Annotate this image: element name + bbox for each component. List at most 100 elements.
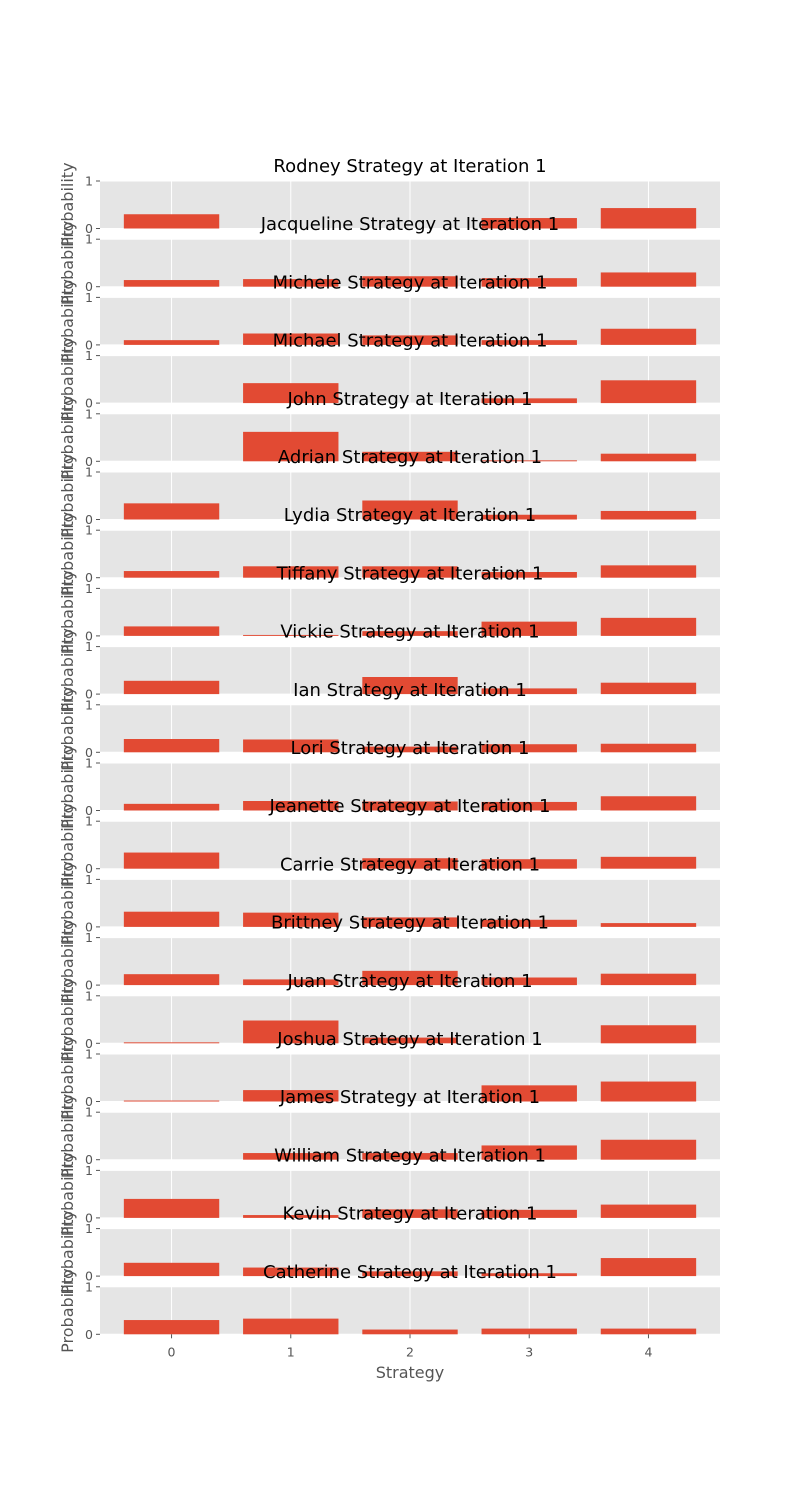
subplot-title: Juan Strategy at Iteration 1 [286, 971, 532, 992]
subplot-title: William Strategy at Iteration 1 [274, 1145, 546, 1166]
bar-2 [362, 1271, 458, 1277]
subplot-title: James Strategy at Iteration 1 [279, 1087, 540, 1108]
y-tick-label: 1 [85, 581, 93, 596]
subplots: 01Probability01Probability01Probability0… [58, 162, 720, 1353]
bar-1 [243, 1215, 339, 1218]
bar-0 [123, 1042, 220, 1044]
y-tick-label: 1 [85, 930, 93, 945]
y-tick-label: 1 [85, 988, 93, 1003]
y-tick-label: 1 [85, 1279, 93, 1294]
y-tick-label: 1 [85, 232, 93, 247]
bar-0 [123, 503, 220, 520]
y-tick-label: 0 [85, 279, 93, 294]
y-axis-label: Probability [58, 1094, 77, 1179]
bar-0 [123, 626, 220, 636]
bar-3 [481, 859, 577, 869]
x-tick-label: 3 [525, 1344, 533, 1359]
bar-3 [481, 218, 577, 229]
subplot-title: Catherine Strategy at Iteration 1 [263, 1262, 557, 1283]
bar-4 [600, 1328, 697, 1335]
bar-4 [600, 1081, 697, 1102]
subplot-title: John Strategy at Iteration 1 [286, 389, 532, 410]
bar-0 [123, 340, 220, 345]
y-tick-label: 0 [85, 687, 93, 702]
subplot-title: Lydia Strategy at Iteration 1 [284, 505, 536, 526]
bar-1 [243, 1153, 339, 1160]
bar-4 [600, 328, 697, 345]
y-axis-label: Probability [58, 570, 77, 655]
bar-3 [481, 1273, 577, 1277]
y-tick-label: 0 [85, 221, 93, 236]
subplot-title: Michael Strategy at Iteration 1 [273, 331, 548, 352]
y-tick-label: 1 [85, 697, 93, 712]
bar-3 [481, 514, 577, 520]
bar-4 [600, 1258, 697, 1277]
subplot-title: Jacqueline Strategy at Iteration 1 [260, 214, 560, 235]
bar-4 [600, 743, 697, 753]
y-axis-label: Probability [58, 686, 77, 771]
bar-3 [481, 1085, 577, 1102]
y-axis-label: Probability [58, 919, 77, 1004]
y-tick-label: 0 [85, 861, 93, 876]
y-axis-label: Probability [58, 1268, 77, 1353]
y-tick-label: 1 [85, 1221, 93, 1236]
bar-1 [243, 1020, 339, 1044]
subplot-title: Brittney Strategy at Iteration 1 [271, 913, 549, 934]
subplot-title: Adrian Strategy at Iteration 1 [278, 447, 542, 468]
subplot-title: Carrie Strategy at Iteration 1 [280, 854, 540, 875]
y-tick-label: 0 [85, 1036, 93, 1051]
bar-0 [123, 852, 220, 869]
bar-4 [600, 510, 697, 520]
y-tick-label: 1 [85, 1047, 93, 1062]
y-tick-label: 1 [85, 872, 93, 887]
x-axis-label: Strategy [376, 1363, 445, 1382]
y-axis-label: Probability [58, 803, 77, 888]
y-tick-label: 0 [85, 803, 93, 818]
subplot-title: Rodney Strategy at Iteration 1 [273, 156, 546, 177]
bar-2 [362, 566, 458, 578]
subplot-title: Joshua Strategy at Iteration 1 [276, 1029, 542, 1050]
subplot-title: Michele Strategy at Iteration 1 [273, 272, 548, 293]
bar-3 [481, 1328, 577, 1335]
bar-4 [600, 208, 697, 229]
bar-2 [362, 970, 458, 986]
x-axis: 0 1 2 3 4 [168, 1334, 652, 1359]
bar-4 [600, 923, 697, 927]
y-axis-label: Probability [58, 221, 77, 306]
bar-4 [600, 1204, 697, 1218]
y-tick-label: 1 [85, 814, 93, 829]
bar-0 [123, 739, 220, 753]
y-axis-label: Probability [58, 337, 77, 422]
y-axis-label: Probability [58, 453, 77, 538]
bar-2 [362, 276, 458, 287]
bar-2 [362, 631, 458, 636]
y-tick-label: 1 [85, 174, 93, 189]
bar-2 [362, 677, 458, 695]
subplot-title: Jeanette Strategy at Iteration 1 [269, 796, 551, 817]
bar-3 [481, 572, 577, 578]
y-tick-label: 0 [85, 1152, 93, 1167]
y-axis-label: Probability [58, 628, 77, 713]
y-tick-label: 0 [85, 628, 93, 643]
y-axis-label: Probability [58, 1152, 77, 1237]
y-axis-label: Probability [58, 279, 77, 364]
y-tick-label: 1 [85, 465, 93, 480]
bar-3 [481, 744, 577, 753]
y-tick-label: 0 [85, 570, 93, 585]
bar-3 [481, 801, 577, 811]
bar-1 [243, 383, 339, 404]
y-tick-label: 1 [85, 1163, 93, 1178]
bar-1 [243, 1090, 339, 1102]
x-tick-label: 1 [287, 1344, 295, 1359]
